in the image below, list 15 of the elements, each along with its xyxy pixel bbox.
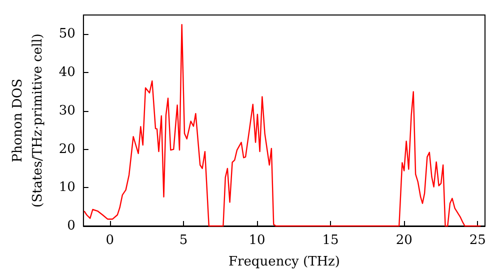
y-tick-label: 20 — [58, 142, 76, 157]
y-tick-label: 30 — [58, 103, 76, 118]
x-tick-label: 25 — [469, 233, 486, 248]
y-axis-title: Phonon DOS (States/THz·primitive cell) — [10, 33, 46, 208]
x-tick-label: 15 — [322, 233, 339, 248]
y-tick-label: 40 — [58, 65, 76, 80]
y-tick-label: 10 — [58, 180, 76, 196]
x-tick-label: 5 — [179, 233, 188, 248]
x-tick-label: 20 — [396, 233, 412, 248]
x-tick-label: 10 — [248, 233, 266, 248]
x-tick-label: 0 — [106, 233, 114, 248]
x-axis-title: Frequency (THz) — [228, 254, 340, 270]
line-series — [84, 24, 482, 227]
y-tick-label: 0 — [67, 218, 76, 234]
y-tick-label: 50 — [58, 26, 76, 42]
